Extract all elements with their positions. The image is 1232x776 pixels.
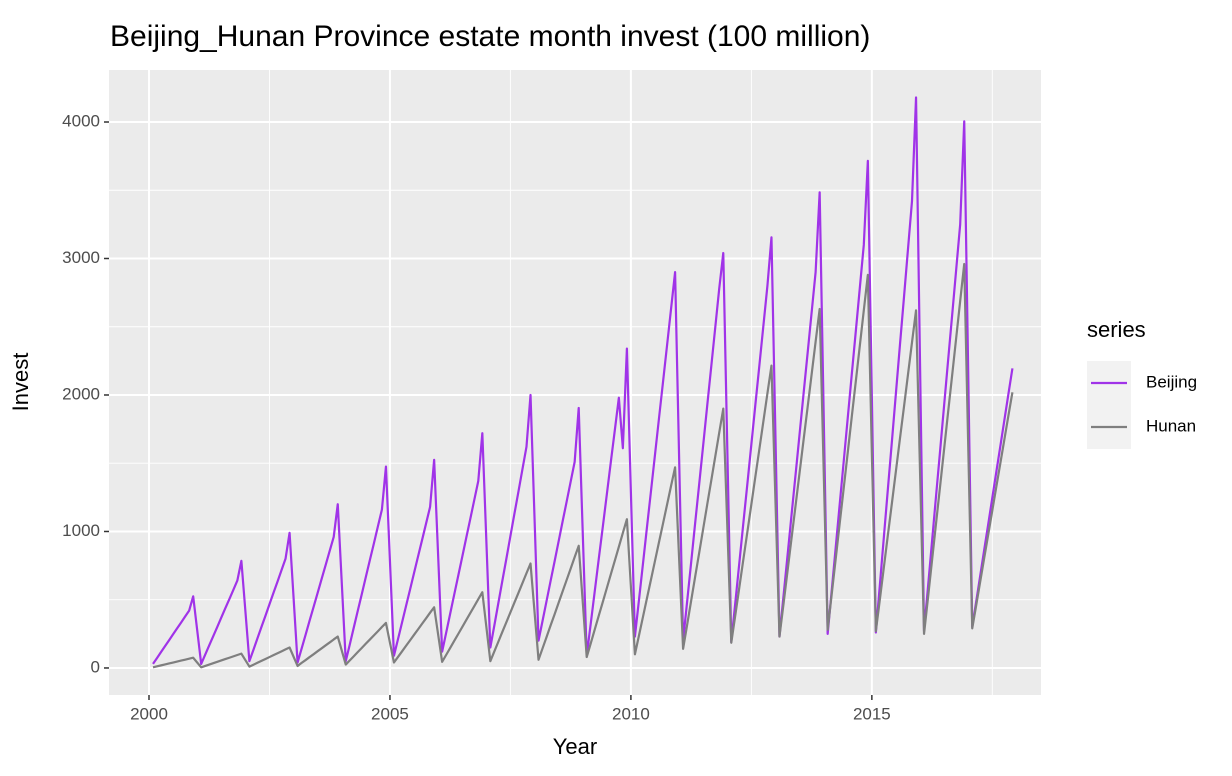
y-axis-title: Invest: [8, 353, 33, 412]
x-tick-label: 2010: [612, 704, 650, 723]
y-tick-label: 1000: [62, 521, 100, 540]
series-line: [152, 262, 1014, 669]
series-line: [152, 96, 1014, 665]
chart-title: Beijing_Hunan Province estate month inve…: [110, 20, 870, 53]
x-tick-label: 2005: [371, 704, 409, 723]
x-tick-label: 2000: [130, 704, 168, 723]
y-tick-label: 0: [91, 657, 100, 676]
y-tick-label: 3000: [62, 248, 100, 267]
legend-label: Hunan: [1146, 416, 1196, 435]
x-axis-title: Year: [553, 734, 597, 759]
x-tick-label: 2015: [853, 704, 891, 723]
legend: Beijing Hunan: [1087, 361, 1197, 449]
legend-title: series: [1087, 317, 1146, 342]
y-tick-label: 4000: [62, 111, 100, 130]
legend-label: Beijing: [1146, 372, 1197, 391]
y-tick-label: 2000: [62, 384, 100, 403]
panel: [109, 70, 1041, 695]
